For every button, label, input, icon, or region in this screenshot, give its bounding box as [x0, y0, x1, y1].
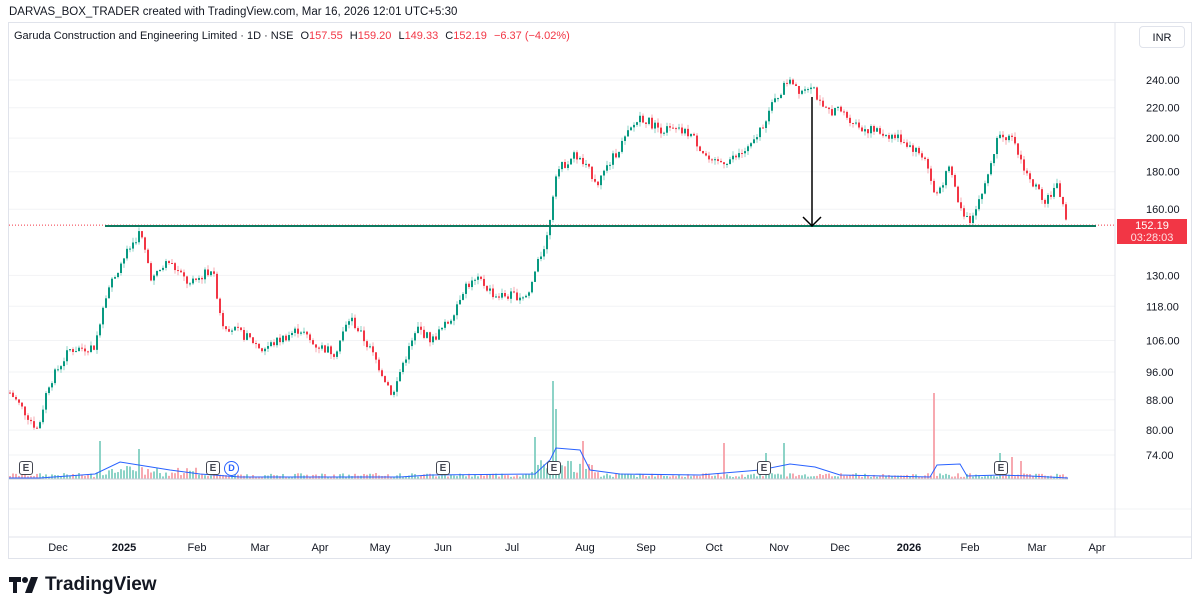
y-axis-label: 220.00: [1146, 103, 1180, 115]
y-axis-label: 80.00: [1146, 425, 1174, 437]
last-price: 152.19: [1135, 220, 1169, 232]
y-axis-label: 160.00: [1146, 204, 1180, 216]
symbol-legend: Garuda Construction and Engineering Limi…: [14, 30, 570, 42]
x-axis-label: Jul: [505, 542, 519, 554]
x-axis-label: Dec: [48, 542, 68, 554]
x-axis-label: Mar: [1028, 542, 1047, 554]
tradingview-logo[interactable]: TradingView: [9, 574, 157, 596]
y-axis-label: 240.00: [1146, 75, 1180, 87]
x-axis-label: 2026: [897, 542, 921, 554]
dividend-marker-icon[interactable]: D: [224, 461, 239, 476]
x-axis-label: Feb: [961, 542, 980, 554]
earnings-marker-icon[interactable]: E: [436, 461, 450, 475]
earnings-marker-icon[interactable]: E: [994, 461, 1008, 475]
credit-text: DARVAS_BOX_TRADER created with TradingVi…: [9, 6, 458, 18]
x-axis-label: Dec: [830, 542, 850, 554]
price-chart[interactable]: 240.00 220.00 200.00 180.00 160.00 130.00 118.…: [0, 0, 1200, 560]
y-axis-label: 106.00: [1146, 335, 1180, 347]
candles: [9, 76, 1067, 430]
volume-ma-line: [9, 447, 1069, 479]
open-value: 157.55: [309, 30, 343, 42]
x-axis-label: Apr: [1088, 542, 1105, 554]
chart-frame[interactable]: [8, 22, 1192, 559]
change-value: −6.37 (−4.02%): [493, 30, 570, 42]
x-axis-label: Oct: [705, 542, 722, 554]
x-axis-label: Mar: [251, 542, 270, 554]
x-axis-label: Sep: [636, 542, 656, 554]
earnings-marker-icon[interactable]: E: [19, 461, 33, 475]
close-value: 152.19: [453, 30, 487, 42]
currency-button[interactable]: INR: [1139, 26, 1185, 48]
x-axis-label: Jun: [434, 542, 452, 554]
y-axis-label: 74.00: [1146, 450, 1174, 462]
y-axis-label: 200.00: [1146, 133, 1180, 145]
x-axis-label: 2025: [112, 542, 136, 554]
y-axis-label: 96.00: [1146, 367, 1174, 379]
symbol-title: Garuda Construction and Engineering Limi…: [14, 30, 294, 42]
earnings-marker-icon[interactable]: E: [206, 461, 220, 475]
x-axis-label: Aug: [575, 542, 595, 554]
earnings-marker-icon[interactable]: E: [757, 461, 771, 475]
bar-countdown: 03:28:03: [1130, 232, 1174, 244]
brand-name: TradingView: [45, 574, 157, 595]
x-axis-label: May: [370, 542, 391, 554]
y-axis-label: 180.00: [1146, 167, 1180, 179]
x-axis-label: Nov: [769, 542, 789, 554]
arrow-head-icon: [802, 216, 822, 228]
x-axis-label: Apr: [311, 542, 328, 554]
y-axis-label: 130.00: [1146, 270, 1180, 282]
x-axis-label: Feb: [188, 542, 207, 554]
high-value: 159.20: [357, 30, 392, 42]
tradingview-logo-icon: [9, 577, 38, 593]
earnings-marker-icon[interactable]: E: [547, 461, 561, 475]
low-value: 149.33: [404, 30, 439, 42]
y-axis-label: 88.00: [1146, 395, 1174, 407]
last-price-tag: 152.19 03:28:03: [1117, 219, 1187, 244]
y-axis-label: 118.00: [1146, 301, 1179, 313]
